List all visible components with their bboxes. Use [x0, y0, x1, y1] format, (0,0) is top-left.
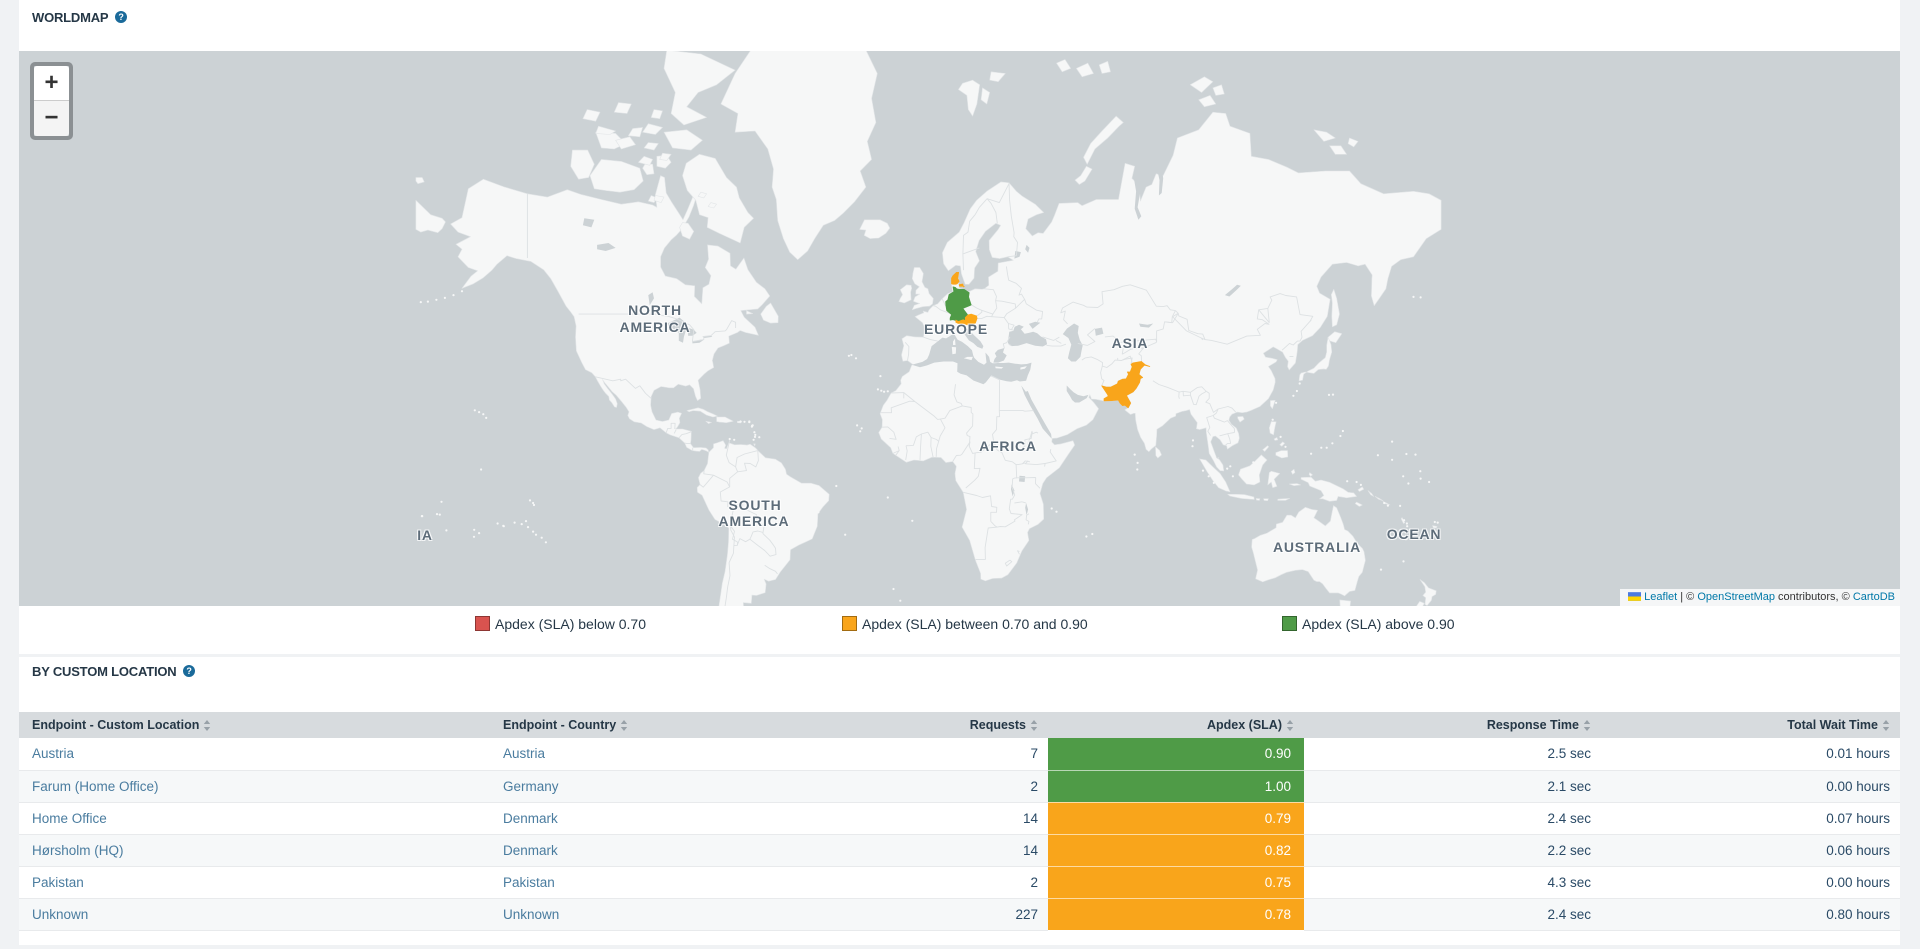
svg-text:?: ? — [118, 12, 123, 22]
svg-text:?: ? — [186, 666, 191, 676]
